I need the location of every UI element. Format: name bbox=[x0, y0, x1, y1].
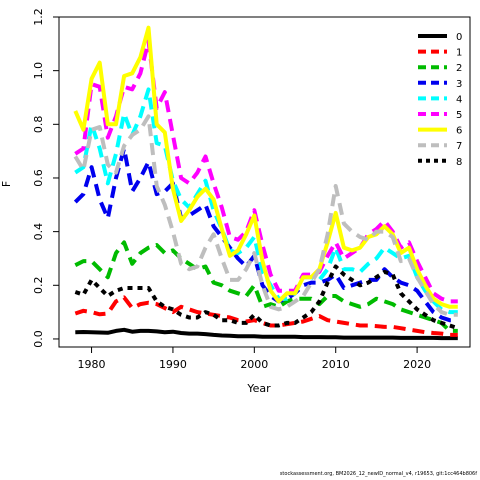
y-tick-label: 1.2 bbox=[32, 8, 45, 26]
x-tick-label: 1990 bbox=[159, 358, 187, 371]
legend-label-1: 1 bbox=[456, 48, 462, 59]
legend-label-8: 8 bbox=[456, 157, 462, 168]
legend-label-2: 2 bbox=[456, 63, 462, 74]
x-tick-label: 2020 bbox=[403, 358, 431, 371]
axes: 1980 1990 2000 2010 2020 0.0 0.2 0.4 0.6 0.8 1.0 1.… bbox=[32, 8, 431, 371]
x-axis-title: Year bbox=[246, 382, 271, 395]
plot-frame bbox=[58, 16, 471, 348]
y-tick-label: 1.0 bbox=[32, 62, 45, 80]
legend-label-7: 7 bbox=[456, 141, 462, 152]
x-tick-label: 2000 bbox=[240, 358, 268, 371]
series-lines bbox=[73, 25, 459, 341]
legend-label-5: 5 bbox=[456, 110, 462, 121]
y-tick-label: 0.0 bbox=[32, 330, 45, 348]
legend: 0 1 2 3 4 5 6 7 8 bbox=[418, 32, 462, 168]
series-line-8 bbox=[74, 264, 459, 331]
x-tick-label: 1980 bbox=[78, 358, 106, 371]
y-tick-label: 0.4 bbox=[32, 223, 45, 241]
legend-label-4: 4 bbox=[456, 94, 462, 105]
series-line-0 bbox=[75, 327, 458, 341]
y-axis-title: F bbox=[0, 181, 13, 187]
y-tick-label: 0.2 bbox=[32, 277, 45, 295]
series-line-7 bbox=[73, 114, 458, 317]
series-line-5 bbox=[74, 39, 458, 304]
series-line-1 bbox=[74, 295, 458, 337]
legend-label-6: 6 bbox=[456, 126, 462, 137]
x-tick-label: 2010 bbox=[322, 358, 350, 371]
y-tick-label: 0.8 bbox=[32, 116, 45, 134]
y-tick-label: 0.6 bbox=[32, 169, 45, 187]
legend-label-0: 0 bbox=[456, 32, 462, 43]
series-line-2 bbox=[74, 240, 458, 333]
series-line-4 bbox=[74, 87, 458, 315]
legend-label-3: 3 bbox=[456, 79, 462, 90]
footnote: stockassessment.org, BM2026_12_newID_nor… bbox=[279, 471, 477, 477]
